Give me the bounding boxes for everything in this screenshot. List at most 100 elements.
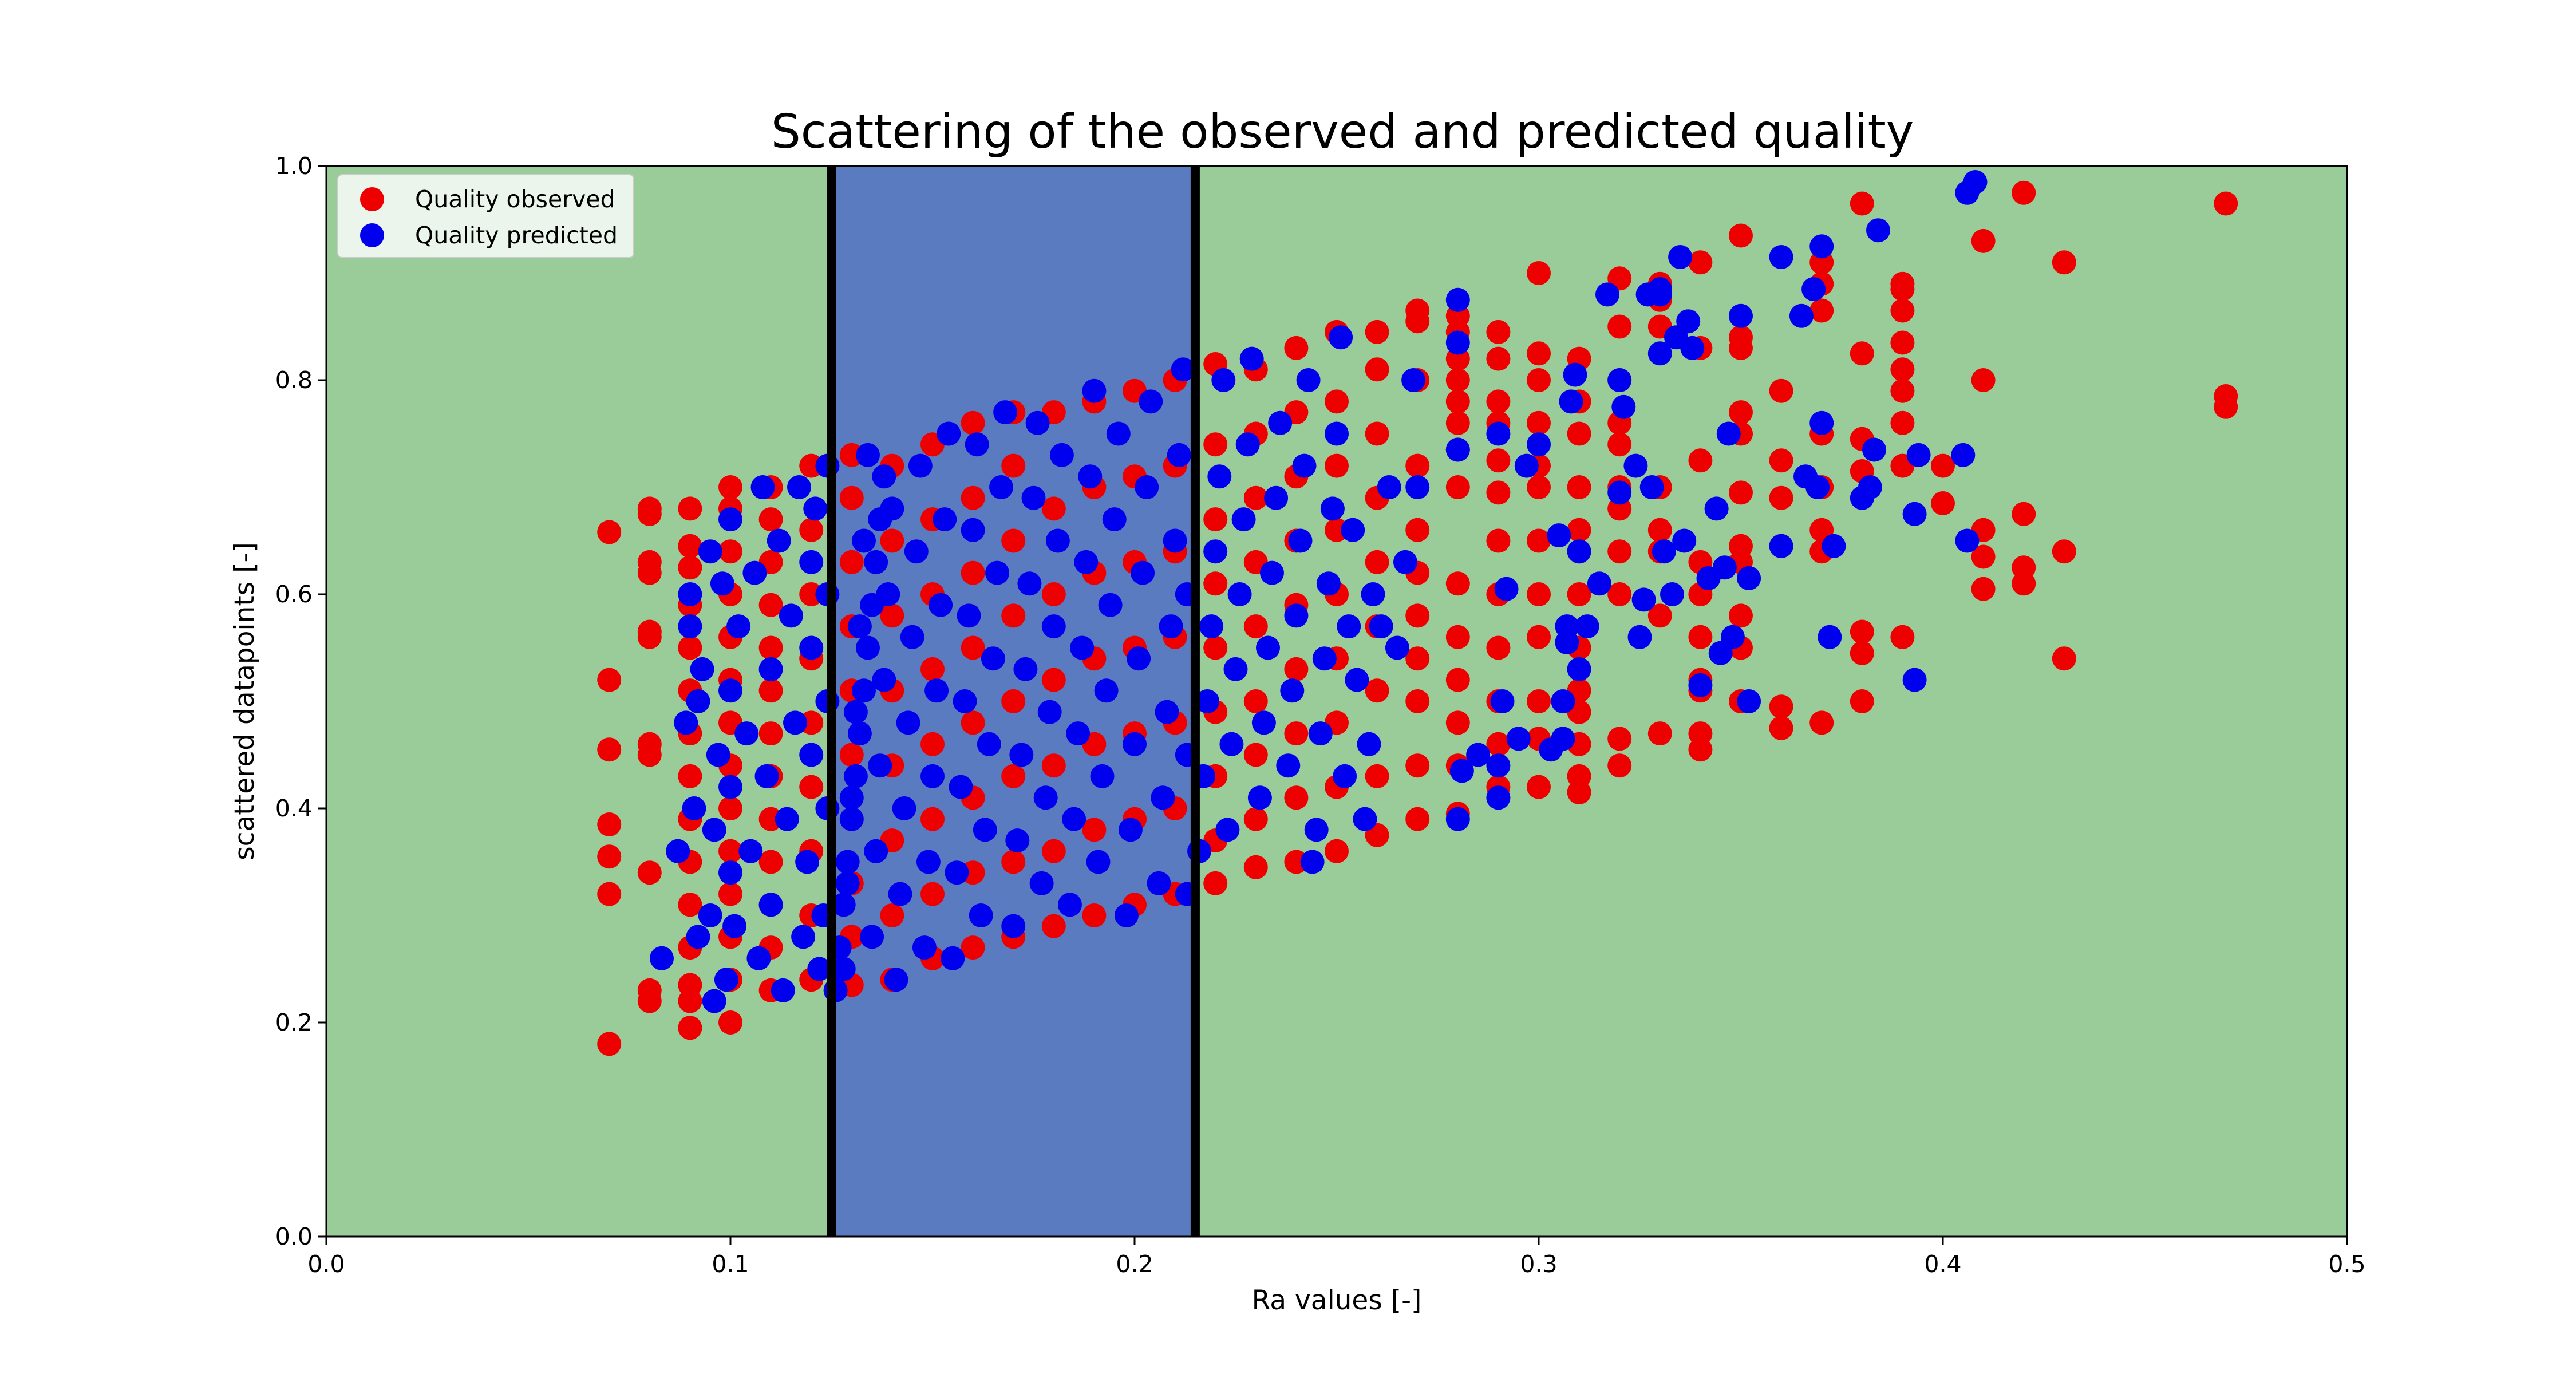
- predicted-point: [758, 893, 783, 917]
- predicted-point: [1805, 475, 1830, 499]
- observed-point: [597, 1032, 622, 1056]
- observed-point: [1445, 668, 1470, 692]
- observed-point: [597, 882, 622, 906]
- predicted-point: [1308, 721, 1333, 746]
- observed-point: [1890, 271, 1915, 296]
- predicted-point: [1235, 432, 1260, 457]
- observed-point: [880, 603, 904, 628]
- observed-point: [1405, 518, 1430, 542]
- predicted-point: [1623, 453, 1648, 478]
- predicted-point: [1131, 560, 1155, 585]
- observed-point: [1688, 625, 1713, 649]
- predicted-point: [1135, 475, 1159, 499]
- observed-point: [1001, 603, 1026, 628]
- predicted-point: [1369, 614, 1393, 639]
- predicted-point: [799, 635, 824, 660]
- predicted-point: [1227, 582, 1252, 606]
- predicted-point: [1118, 818, 1143, 842]
- observed-point: [758, 721, 783, 746]
- observed-point: [1527, 775, 1551, 799]
- predicted-point: [674, 710, 698, 735]
- predicted-point: [795, 850, 820, 874]
- observed-point: [1405, 646, 1430, 671]
- observed-point: [1567, 764, 1591, 788]
- predicted-point: [1070, 635, 1095, 660]
- predicted-point: [1575, 614, 1599, 639]
- chart-title: Scattering of the observed and predicted…: [771, 105, 1914, 159]
- observed-point: [718, 475, 742, 499]
- observed-point: [1890, 330, 1915, 355]
- predicted-point: [949, 775, 973, 799]
- predicted-point: [718, 507, 742, 532]
- predicted-point: [1729, 303, 1753, 328]
- predicted-point: [1045, 528, 1070, 553]
- observed-point: [2214, 191, 2238, 216]
- predicted-point: [1288, 528, 1313, 553]
- observed-point: [1971, 228, 1996, 253]
- predicted-point: [1151, 785, 1175, 810]
- observed-point: [961, 710, 985, 735]
- predicted-point: [1951, 443, 1976, 467]
- predicted-point: [843, 764, 868, 788]
- predicted-point: [1555, 630, 1579, 655]
- predicted-point: [791, 925, 816, 949]
- predicted-point: [1037, 700, 1062, 724]
- predicted-point: [1090, 764, 1115, 788]
- observed-point: [1405, 689, 1430, 713]
- observed-point: [799, 775, 824, 799]
- predicted-point: [734, 721, 759, 746]
- predicted-point: [1155, 700, 1179, 724]
- observed-point: [1486, 346, 1511, 371]
- predicted-point: [1320, 496, 1345, 521]
- predicted-point: [1337, 614, 1361, 639]
- observed-point: [1729, 325, 1753, 350]
- observed-point: [961, 485, 985, 510]
- predicted-point: [969, 903, 993, 927]
- predicted-point: [1098, 593, 1123, 617]
- observed-point: [718, 839, 742, 863]
- observed-point: [1243, 743, 1268, 767]
- predicted-point: [1809, 410, 1834, 435]
- predicted-point: [1486, 421, 1511, 446]
- predicted-point: [1587, 571, 1611, 596]
- predicted-point: [941, 946, 965, 970]
- predicted-point: [682, 796, 706, 820]
- observed-point: [678, 635, 702, 660]
- predicted-point: [929, 593, 953, 617]
- predicted-point: [1247, 785, 1272, 810]
- predicted-point: [1147, 871, 1171, 895]
- predicted-point: [678, 614, 702, 639]
- predicted-point: [993, 400, 1018, 425]
- predicted-point: [847, 721, 872, 746]
- predicted-point: [1304, 818, 1329, 842]
- observed-point: [1567, 582, 1591, 606]
- observed-point: [1729, 223, 1753, 248]
- observed-point: [1729, 603, 1753, 628]
- observed-point: [1486, 448, 1511, 473]
- observed-point: [961, 635, 985, 660]
- observed-point: [1001, 764, 1026, 788]
- predicted-point: [1114, 903, 1139, 927]
- observed-point: [1082, 903, 1107, 927]
- x-axis-label: Ra values [-]: [1252, 1285, 1422, 1316]
- predicted-point: [904, 539, 929, 564]
- observed-point: [1001, 850, 1026, 874]
- predicted-point: [698, 539, 722, 564]
- predicted-point: [1559, 389, 1583, 414]
- predicted-point: [1688, 673, 1713, 697]
- observed-point: [1688, 721, 1713, 746]
- observed-point: [1607, 539, 1632, 564]
- observed-point: [718, 796, 742, 820]
- predicted-point: [985, 560, 1009, 585]
- observed-point: [1243, 614, 1268, 639]
- predicted-points-group: [650, 170, 1988, 1013]
- observed-point: [758, 635, 783, 660]
- observed-point: [1527, 410, 1551, 435]
- predicted-point: [1676, 309, 1701, 334]
- observed-point: [637, 619, 662, 644]
- observed-point: [1041, 496, 1066, 521]
- observed-point: [1850, 689, 1874, 713]
- observed-point: [718, 539, 742, 564]
- predicted-point: [1195, 689, 1220, 713]
- observed-point: [2012, 555, 2036, 580]
